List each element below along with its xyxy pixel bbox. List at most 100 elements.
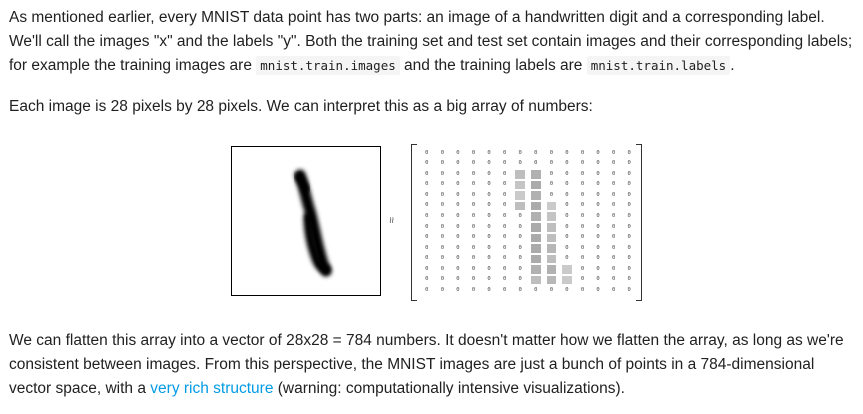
matrix-cell: 0 — [440, 223, 444, 230]
matrix-cell: 0 — [565, 181, 569, 188]
matrix-cell: 0 — [487, 286, 491, 293]
matrix-cell — [546, 265, 557, 274]
matrix-cell: 0 — [487, 191, 491, 198]
matrix-cell — [515, 180, 525, 190]
matrix-cell: 0 — [596, 223, 600, 230]
matrix-cell: 0 — [596, 276, 600, 283]
matrix-cell: 0 — [580, 244, 585, 251]
matrix-cell: 0 — [456, 160, 460, 167]
matrix-cell: 0 — [627, 191, 631, 198]
matrix-cell: 0 — [580, 202, 585, 209]
matrix-cell: 0 — [502, 265, 507, 272]
matrix-cell: 0 — [565, 286, 569, 293]
matrix-cell: 0 — [440, 212, 444, 219]
image-size-paragraph: Each image is 28 pixels by 28 pixels. We… — [9, 98, 593, 115]
matrix-cell: 0 — [611, 255, 616, 262]
matrix-cell: 0 — [596, 255, 600, 262]
matrix-cell: 0 — [627, 234, 631, 241]
flatten-text-2: (warning: computationally intensive visu… — [273, 380, 625, 397]
rich-structure-link[interactable]: very rich structure — [150, 380, 274, 397]
matrix-cell: 0 — [611, 170, 616, 177]
matrix-cell: 0 — [611, 181, 616, 188]
matrix-cell: 0 — [456, 149, 460, 156]
matrix-cell: 0 — [502, 244, 507, 251]
matrix-cell: 0 — [487, 255, 491, 262]
matrix-cell: 0 — [425, 276, 429, 283]
matrix-cell: 0 — [425, 212, 429, 219]
matrix-cell: 0 — [487, 181, 491, 188]
matrix-cell: 0 — [580, 149, 585, 156]
matrix-cell: 0 — [456, 265, 460, 272]
matrix-cell: 0 — [456, 223, 460, 230]
matrix-cell: 0 — [487, 244, 491, 251]
intro-text-3: . — [730, 57, 735, 74]
matrix-cell: 0 — [534, 160, 538, 167]
matrix-cell: 0 — [456, 276, 460, 283]
matrix-cell: 0 — [565, 244, 569, 251]
matrix-cell: 0 — [502, 255, 507, 262]
matrix-cell — [562, 265, 572, 274]
matrix-cell: 0 — [425, 265, 429, 272]
matrix-cell: 0 — [518, 223, 522, 230]
code-train-images: mnist.train.images — [256, 56, 400, 75]
matrix-cell — [562, 275, 572, 285]
matrix-cell: 0 — [456, 286, 460, 293]
matrix-cell: 0 — [549, 170, 553, 177]
matrix-cell: 0 — [534, 149, 538, 156]
matrix-cell — [530, 275, 541, 285]
matrix-cell: 0 — [518, 255, 522, 262]
matrix-cell: 0 — [440, 202, 444, 209]
matrix-cell — [515, 170, 525, 179]
matrix-cell: 0 — [502, 149, 507, 156]
matrix-cell: 0 — [565, 202, 569, 209]
matrix-cell: 0 — [627, 212, 631, 219]
matrix-cell: 0 — [456, 212, 460, 219]
matrix-cell: 0 — [502, 276, 507, 283]
matrix-cell — [546, 233, 557, 243]
matrix-cell: 0 — [502, 234, 507, 241]
matrix-cell: 0 — [596, 202, 600, 209]
matrix-cell: 0 — [565, 160, 569, 167]
matrix-cell — [546, 244, 557, 253]
matrix-cell: 0 — [596, 170, 600, 177]
matrix-cell: 0 — [456, 234, 460, 241]
matrix-cell: 0 — [440, 191, 444, 198]
matrix-cell: 0 — [580, 160, 585, 167]
matrix-cell: 0 — [627, 265, 631, 272]
matrix-cell: 0 — [456, 244, 460, 251]
matrix-cell — [530, 212, 541, 221]
matrix-cell: 0 — [549, 181, 553, 188]
matrix-cell: 0 — [471, 255, 476, 262]
matrix-cell: 0 — [425, 244, 429, 251]
matrix-cell: 0 — [425, 149, 429, 156]
intro-text-2: and the training labels are — [399, 57, 587, 74]
matrix-cell: 0 — [471, 244, 476, 251]
matrix-cell: 0 — [425, 223, 429, 230]
matrix-cell: 0 — [611, 265, 616, 272]
matrix-cell: 0 — [611, 160, 616, 167]
matrix-cell: 0 — [487, 149, 491, 156]
matrix-cell: 0 — [471, 265, 476, 272]
matrix-cell: 0 — [580, 191, 585, 198]
matrix-cell: 0 — [502, 170, 507, 177]
intro-text-1: As mentioned earlier, every MNIST data p… — [9, 9, 853, 74]
matrix-left-bracket — [411, 144, 417, 301]
flatten-paragraph: We can flatten this array into a vector … — [9, 329, 854, 401]
matrix-cell: 0 — [627, 149, 631, 156]
matrix-cell: 0 — [502, 160, 507, 167]
matrix-cell: 0 — [518, 212, 522, 219]
matrix-cell: 0 — [596, 244, 600, 251]
matrix-cell: 0 — [518, 160, 522, 167]
matrix-cell: 0 — [627, 255, 631, 262]
matrix-cell: 0 — [596, 191, 600, 198]
matrix-cell: 0 — [487, 223, 491, 230]
matrix-cell: 0 — [549, 191, 553, 198]
matrix-cell: 0 — [565, 191, 569, 198]
matrix-cell: 0 — [518, 234, 522, 241]
matrix-cell: 0 — [611, 149, 616, 156]
matrix-cell: 0 — [627, 170, 631, 177]
matrix-cell: 0 — [580, 286, 585, 293]
matrix-cell: 0 — [549, 149, 553, 156]
matrix-cell: 0 — [440, 255, 444, 262]
